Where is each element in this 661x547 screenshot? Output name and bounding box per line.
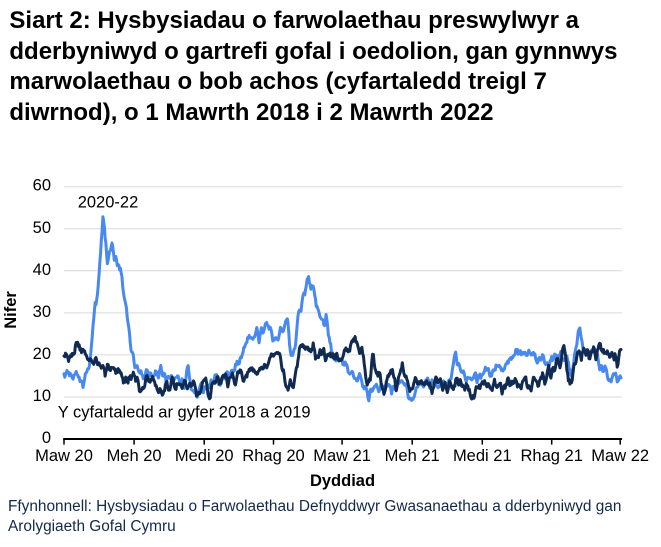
svg-text:Meh 21: Meh 21 [385, 447, 440, 465]
svg-text:Maw 22: Maw 22 [591, 447, 649, 465]
svg-text:2020-22: 2020-22 [78, 194, 139, 212]
svg-text:20: 20 [33, 345, 51, 363]
svg-text:30: 30 [33, 303, 51, 321]
svg-text:Meh 20: Meh 20 [107, 447, 162, 465]
svg-text:Rhag 20: Rhag 20 [242, 447, 304, 465]
svg-text:Medi 21: Medi 21 [453, 447, 512, 465]
svg-text:Dyddiad: Dyddiad [310, 472, 375, 490]
svg-text:60: 60 [33, 177, 51, 195]
svg-text:Y cyfartaledd ar gyfer 2018 a: Y cyfartaledd ar gyfer 2018 a 2019 [58, 403, 311, 421]
svg-text:Medi 20: Medi 20 [175, 447, 234, 465]
svg-text:0: 0 [42, 429, 51, 447]
svg-text:Maw 20: Maw 20 [35, 447, 93, 465]
svg-text:50: 50 [33, 219, 51, 237]
svg-text:Rhag 21: Rhag 21 [521, 447, 583, 465]
svg-text:10: 10 [33, 387, 51, 405]
svg-text:40: 40 [33, 261, 51, 279]
svg-text:Nifer: Nifer [2, 291, 20, 329]
svg-text:Maw 21: Maw 21 [313, 447, 371, 465]
